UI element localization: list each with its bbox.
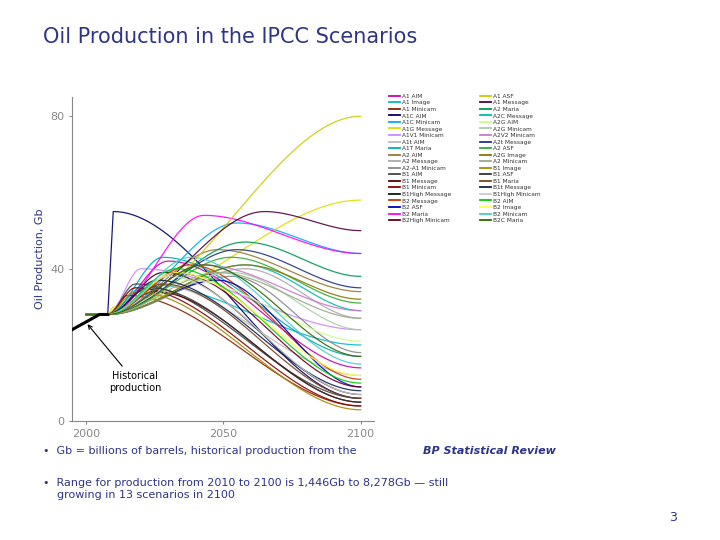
Text: •  Range for production from 2010 to 2100 is 1,446Gb to 8,278Gb — still
    grow: • Range for production from 2010 to 2100… xyxy=(43,478,449,500)
Text: 3: 3 xyxy=(669,511,677,524)
Text: Oil Production in the IPCC Scenarios: Oil Production in the IPCC Scenarios xyxy=(43,27,418,47)
Text: BP Statistical Review: BP Statistical Review xyxy=(423,446,556,456)
Y-axis label: Oil Production, Gb: Oil Production, Gb xyxy=(35,209,45,309)
Text: •  Gb = billions of barrels, historical production from the: • Gb = billions of barrels, historical p… xyxy=(43,446,360,456)
Text: Historical
production: Historical production xyxy=(89,325,161,393)
Legend: A1 ASF, A1 Message, A2 Maria, A2C Message, A2G AIM, A2G Minicam, A2V2 Minicam, A: A1 ASF, A1 Message, A2 Maria, A2C Messag… xyxy=(480,93,541,223)
